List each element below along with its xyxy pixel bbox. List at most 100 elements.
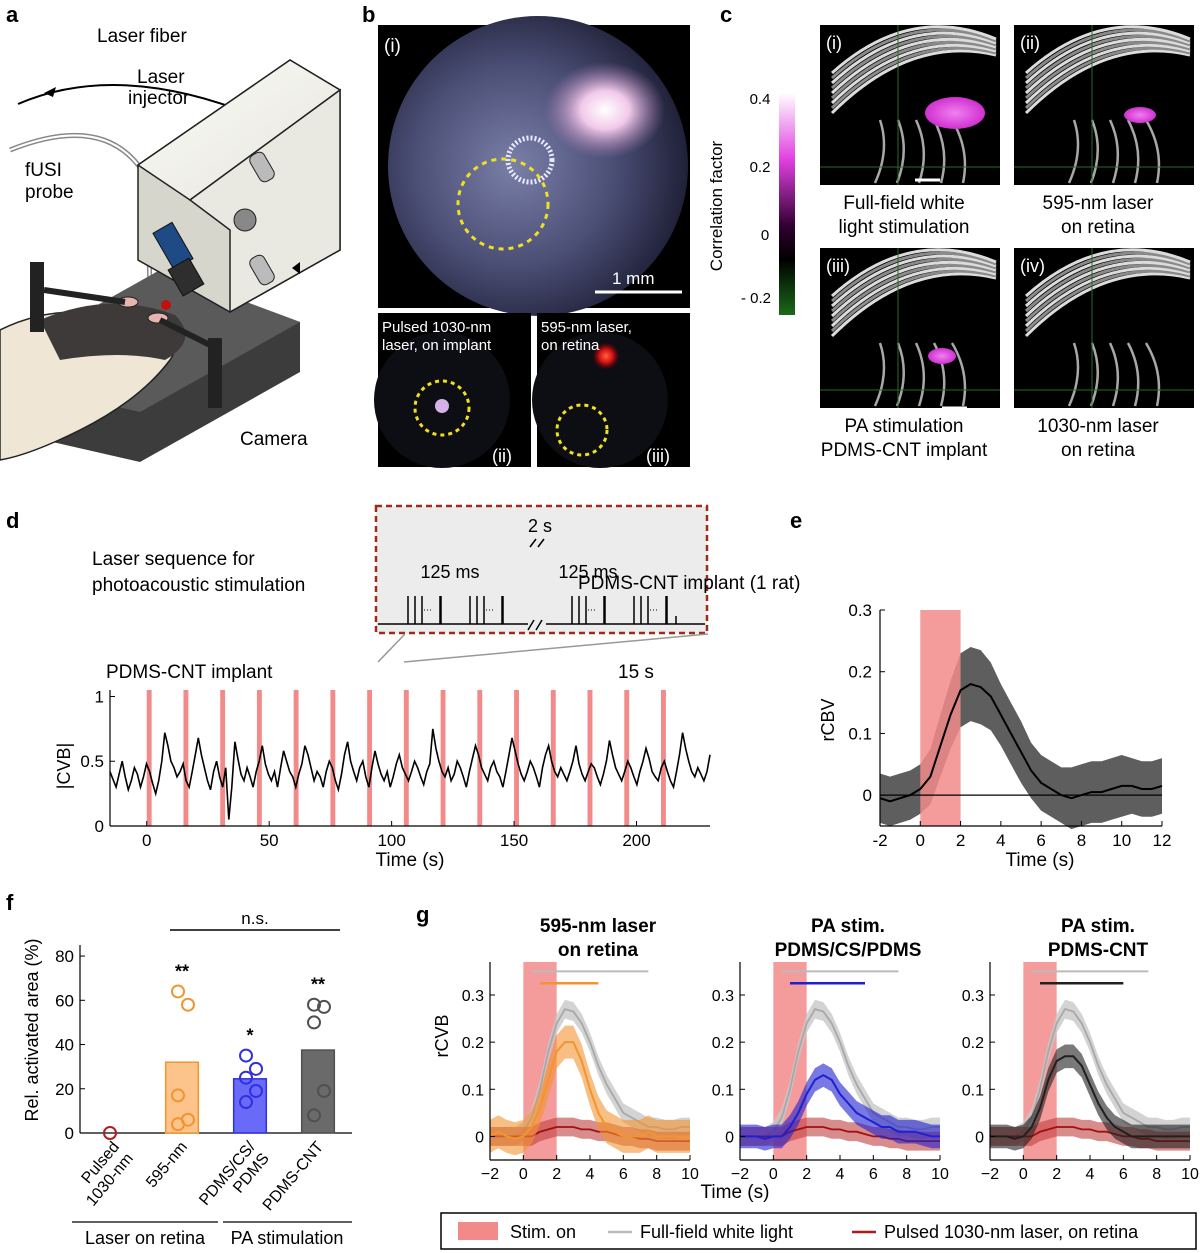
y-tick-label: 0.5 xyxy=(80,752,104,771)
x-tick-label: 10 xyxy=(681,1166,699,1183)
x-tick-label: 0 xyxy=(769,1166,778,1183)
legend xyxy=(440,1212,1197,1250)
vessel-line xyxy=(830,248,997,298)
y-tick-label: 0 xyxy=(975,1129,984,1146)
vessel-line xyxy=(1024,28,1191,80)
x-tick-label: 150 xyxy=(500,831,528,850)
data-point xyxy=(171,984,185,999)
vessel-line xyxy=(1024,34,1191,90)
vessel-line xyxy=(1024,31,1191,85)
y-tick-label: 0 xyxy=(65,1124,74,1143)
x-tick-label: 8 xyxy=(652,1166,661,1183)
vessel-line xyxy=(1024,269,1191,333)
x-tick-label: 200 xyxy=(622,831,650,850)
x-tick-label: 0 xyxy=(1019,1166,1028,1183)
activation-blob xyxy=(1124,107,1156,123)
vessel-line xyxy=(895,119,905,184)
e-ylabel: rCBV xyxy=(818,698,838,741)
x-tick-label: 50 xyxy=(260,831,279,850)
category-label: 595-nm xyxy=(143,1139,191,1191)
y-tick-label: 0.2 xyxy=(712,1035,734,1052)
data-point xyxy=(307,997,321,1012)
y-tick-label: 0.3 xyxy=(462,988,484,1005)
vessel-line xyxy=(895,342,905,407)
category-label-line: PDMS-CNT xyxy=(260,1138,327,1214)
d-xlabel: Time (s) xyxy=(376,850,445,871)
595-laser-spot xyxy=(592,342,620,370)
data-point xyxy=(317,999,331,1014)
y-tick-label: 1 xyxy=(95,687,104,706)
x-tick-label: 2 xyxy=(956,831,965,850)
cbar-tick-1: 0.4 xyxy=(750,91,771,108)
data-point xyxy=(307,1015,321,1030)
period-label: 15 s xyxy=(618,662,654,683)
category-label-line: 595-nm xyxy=(143,1139,191,1191)
seq-label-2: photoacoustic stimulation xyxy=(92,575,305,596)
legend-stim-swatch xyxy=(458,1222,498,1240)
laser-sequence-inset xyxy=(374,504,709,635)
data-point xyxy=(249,1083,263,1098)
x-tick-label: 0 xyxy=(142,831,151,850)
stim-bar xyxy=(367,690,373,826)
stim-bar xyxy=(661,690,666,826)
vessel-line xyxy=(830,251,997,303)
fiber-arrow-icon xyxy=(44,87,56,97)
stim-bar xyxy=(220,690,226,826)
vessel-line xyxy=(873,119,886,184)
b-ii-line2: laser, on implant xyxy=(382,337,492,354)
laser-spot-icon xyxy=(161,300,171,310)
vessel-line xyxy=(1024,43,1191,105)
ear-bar-right xyxy=(208,338,222,408)
stim-bar xyxy=(146,690,152,826)
vessel-line xyxy=(1108,342,1120,407)
stim-bar xyxy=(624,690,630,826)
vessel-line xyxy=(1024,260,1191,318)
subplot-title: PDMS/CS/PDMS xyxy=(775,940,922,961)
vessel-line xyxy=(914,342,926,407)
x-tick-label: 2 xyxy=(552,1166,561,1183)
vessel-line xyxy=(1024,263,1191,323)
vessel-line xyxy=(1024,272,1191,338)
y-tick-label: 0.3 xyxy=(712,988,734,1005)
cbar-tick-4: - 0.2 xyxy=(741,290,771,307)
cbar-tick-2: 0.2 xyxy=(750,159,771,176)
panel-e-letter: e xyxy=(790,508,802,533)
category-label: Pulsed1030-nm xyxy=(69,1139,136,1210)
x-tick-label: 0 xyxy=(519,1166,528,1183)
vessel-line xyxy=(830,260,997,318)
x-tick-label: 8 xyxy=(1152,1166,1161,1183)
data-point xyxy=(103,1126,117,1140)
c-tag: (iii) xyxy=(826,256,850,276)
panel-f: f Rel. activated area (%) n.s. 0 20 40 60 80… xyxy=(6,890,352,1248)
stim-bar xyxy=(293,690,299,826)
vessel-line xyxy=(1126,342,1140,407)
vessel-line xyxy=(914,119,926,184)
y-tick-label: 0.2 xyxy=(962,1035,984,1052)
c-caption: light stimulation xyxy=(839,217,970,238)
pulsed-laser-spot xyxy=(435,399,449,413)
vessel-line xyxy=(873,342,886,407)
vessel-line xyxy=(830,34,997,90)
y-tick-label: 0.2 xyxy=(462,1035,484,1052)
y-tick-label: 0 xyxy=(95,817,104,836)
data-point xyxy=(317,1083,331,1098)
ear-bar-left xyxy=(30,262,44,332)
scale-label: 1 mm xyxy=(612,269,655,288)
x-tick-label: 6 xyxy=(1036,831,1045,850)
x-tick-label: 2 xyxy=(802,1166,811,1183)
c-tag: (ii) xyxy=(1020,33,1040,53)
c-caption: Full-field white xyxy=(843,193,964,214)
y-tick-label: 0 xyxy=(863,786,872,805)
data-point xyxy=(181,1112,195,1127)
vessel-line xyxy=(830,31,997,85)
vessel-line xyxy=(830,263,997,323)
significance-mark: ** xyxy=(311,975,325,995)
white-light-line xyxy=(490,1008,690,1138)
x-tick-label: −2 xyxy=(481,1166,499,1183)
stim-bar xyxy=(440,690,446,826)
vessel-line xyxy=(830,269,997,333)
vessel-line xyxy=(1024,46,1191,110)
x-tick-label: 4 xyxy=(996,831,1005,850)
g-xlabel: Time (s) xyxy=(701,1182,770,1203)
